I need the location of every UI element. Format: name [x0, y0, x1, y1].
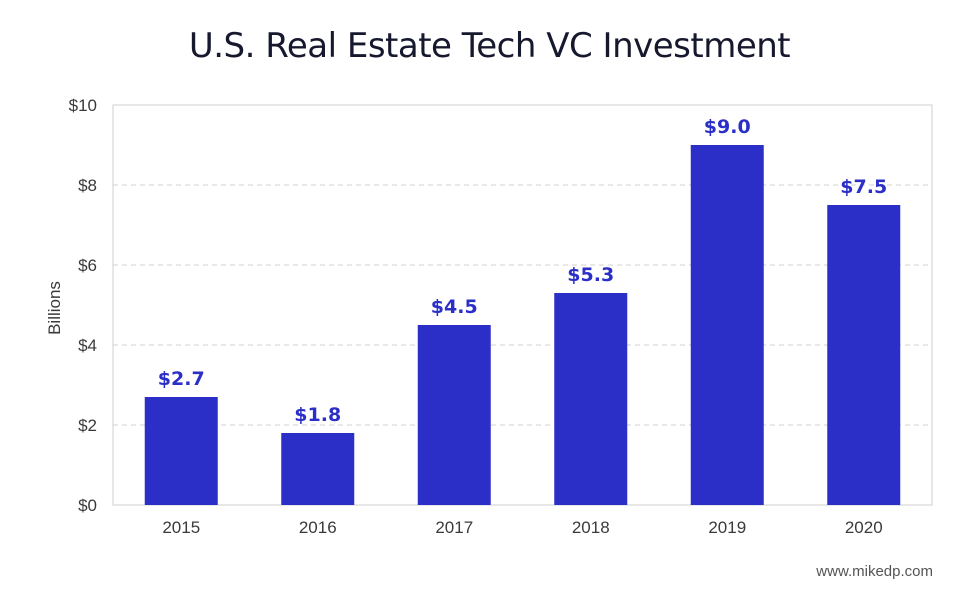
data-label: $2.7	[158, 368, 205, 390]
data-label: $4.5	[431, 296, 478, 318]
x-axis-ticks: 2015 2016 2017 2018 2019 2020	[162, 518, 882, 537]
data-label: $7.5	[840, 176, 887, 198]
source-credit: www.mikedp.com	[816, 563, 933, 580]
x-tick-label: 2016	[299, 518, 337, 537]
chart-title: U.S. Real Estate Tech VC Investment	[188, 26, 791, 66]
x-tick-label: 2015	[162, 518, 200, 537]
bars	[144, 145, 901, 505]
y-tick-label: $10	[69, 96, 97, 115]
x-tick-label: 2017	[435, 518, 473, 537]
y-tick-label: $8	[78, 176, 97, 195]
bar-2018	[554, 293, 628, 505]
bar-2015	[144, 397, 218, 505]
y-axis-title: Billions	[45, 281, 64, 335]
plot-frame	[112, 104, 933, 506]
x-tick-label: 2019	[708, 518, 746, 537]
bar-2017	[417, 325, 491, 505]
y-tick-label: $4	[78, 336, 97, 355]
bar-2019	[690, 145, 764, 505]
bar-2016	[281, 433, 355, 505]
data-label: $1.8	[294, 404, 341, 426]
bar-2020	[827, 205, 901, 505]
data-label: $9.0	[704, 116, 751, 138]
x-tick-label: 2020	[845, 518, 883, 537]
y-tick-label: $0	[78, 496, 97, 515]
y-axis-ticks: $0 $2 $4 $6 $8 $10	[69, 96, 97, 515]
y-tick-label: $2	[78, 416, 97, 435]
gridlines	[113, 184, 932, 426]
x-tick-label: 2018	[572, 518, 610, 537]
data-label: $5.3	[567, 264, 614, 286]
y-tick-label: $6	[78, 256, 97, 275]
data-labels: $2.7 $1.8 $4.5 $5.3 $9.0 $7.5	[158, 116, 887, 426]
